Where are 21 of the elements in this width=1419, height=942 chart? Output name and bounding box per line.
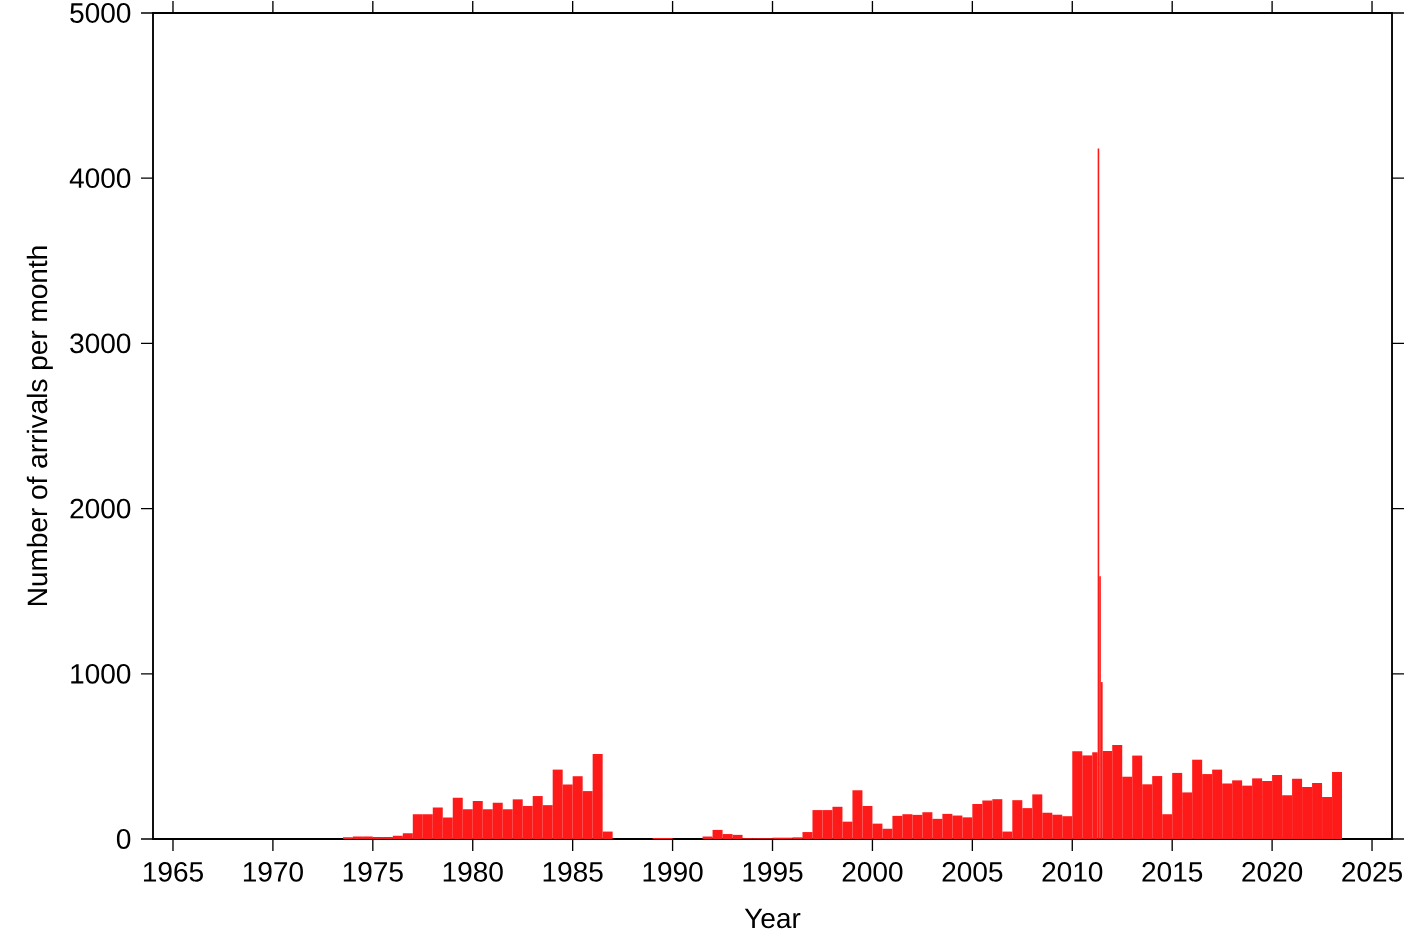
x-tick-label: 2010 xyxy=(1042,861,1103,882)
x-tick-label: 2020 xyxy=(1242,861,1303,882)
x-tick-label: 1970 xyxy=(243,861,303,882)
x-tick-label: 2025 xyxy=(1342,861,1402,882)
y-tick-label: 5000 xyxy=(70,3,131,23)
x-tick-label: 1995 xyxy=(743,861,803,882)
x-tick-label: 1990 xyxy=(643,861,703,882)
x-axis-title: Year xyxy=(744,908,801,929)
y-tick-label: 0 xyxy=(116,829,131,849)
y-tick-label: 3000 xyxy=(70,333,131,354)
x-tick-label: 1985 xyxy=(543,861,603,882)
y-tick-label: 1000 xyxy=(71,663,131,684)
y-tick-label: 2000 xyxy=(70,498,131,519)
x-tick-label: 1975 xyxy=(343,861,403,882)
x-tick-label: 2005 xyxy=(942,861,1003,882)
y-tick-label: 4000 xyxy=(69,168,131,189)
y-axis-title: Number of arrivals per month xyxy=(26,246,53,605)
x-tick-label: 2015 xyxy=(1142,861,1203,882)
x-tick-label: 1965 xyxy=(143,861,203,882)
x-tick-label: 1980 xyxy=(443,861,503,882)
x-tick-label: 2000 xyxy=(842,861,903,882)
